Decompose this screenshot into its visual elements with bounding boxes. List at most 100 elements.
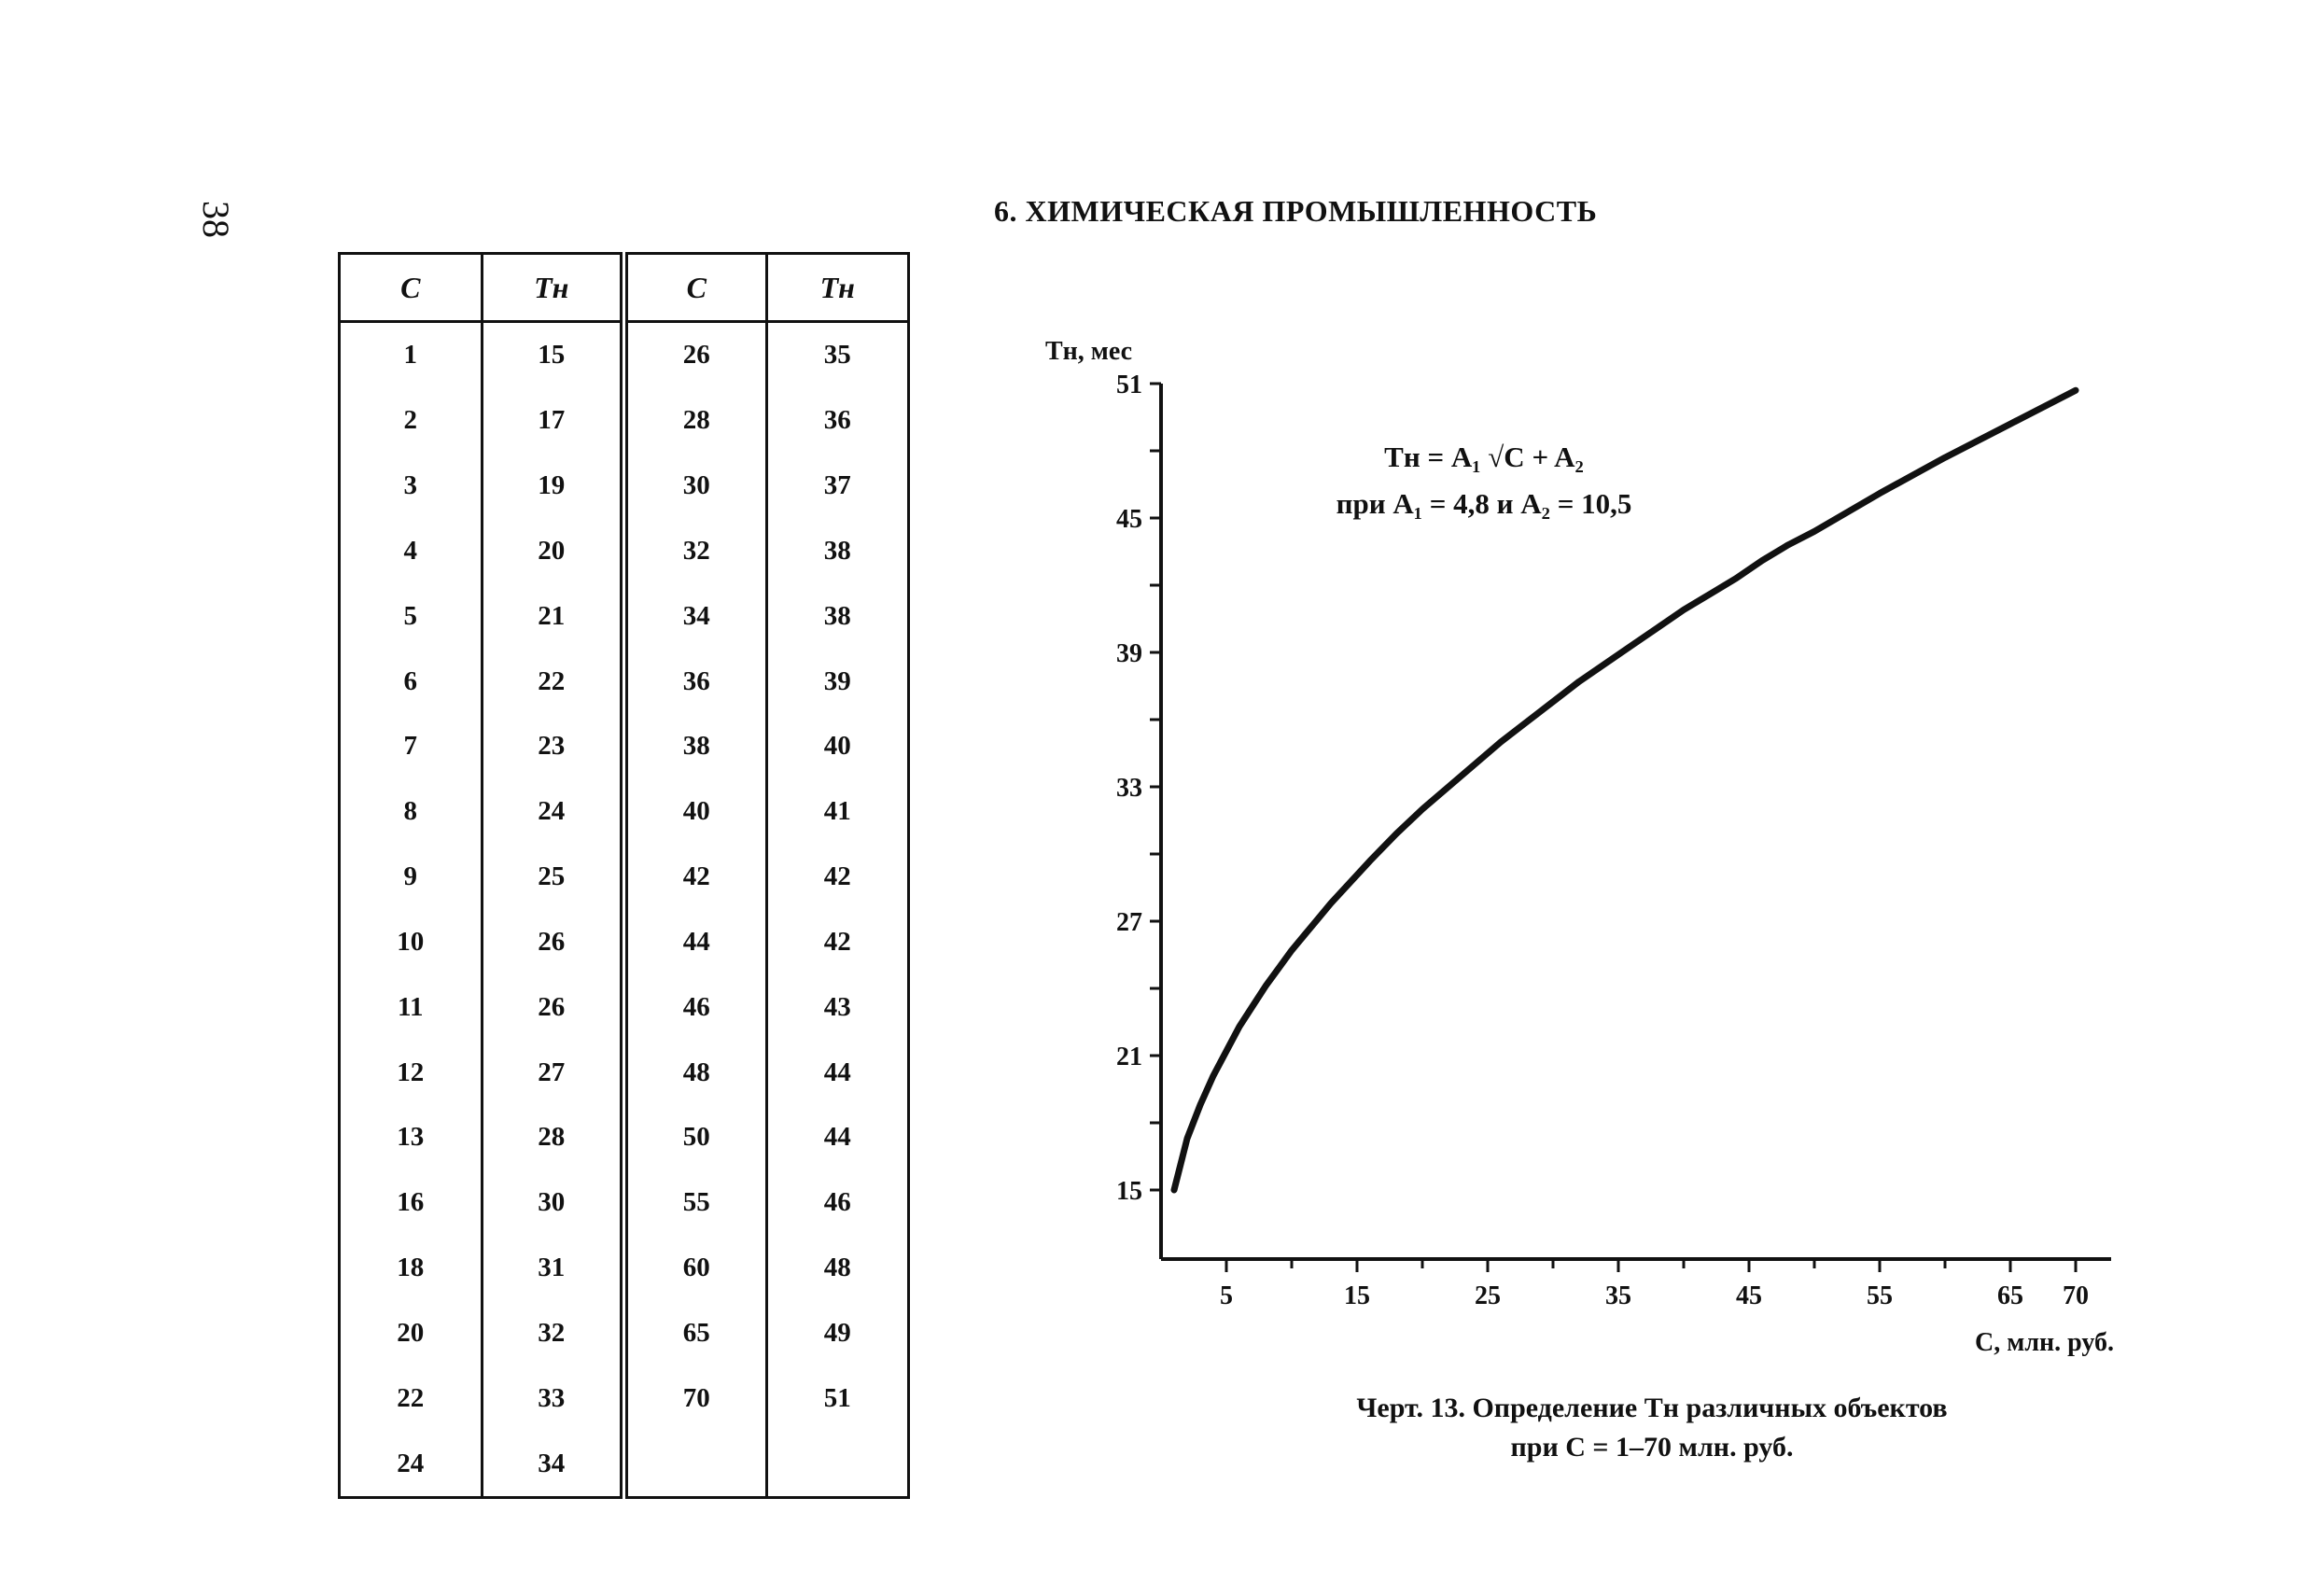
table-cell: 32	[480, 1300, 628, 1366]
table-row: 13 28 50 44	[338, 1104, 910, 1170]
table-cell: 22	[338, 1365, 483, 1432]
table-cell: 6	[338, 649, 483, 714]
table-row: 24 34	[338, 1431, 910, 1500]
table-cell: 8	[338, 778, 483, 845]
y-tick-label: 39	[1116, 639, 1142, 668]
table-row: 1 15 26 35	[338, 321, 910, 388]
table-cell: 50	[623, 1104, 768, 1170]
table-cell: 3	[338, 453, 483, 519]
caption-line-1: Черт. 13. Определение Tн различных объек…	[1356, 1393, 1948, 1423]
table-cell: 40	[623, 778, 768, 845]
table-cell: 48	[764, 1235, 910, 1301]
y-axis-label: Tн, мес	[1045, 337, 1132, 366]
table-cell: 43	[764, 974, 910, 1041]
table-cell: 38	[764, 583, 910, 650]
table-row: 6 22 36 39	[338, 649, 910, 714]
table-cell: 28	[623, 387, 768, 454]
table-cell: 30	[623, 453, 768, 519]
table-cell: 20	[480, 518, 628, 584]
table-cell: 37	[764, 453, 910, 519]
table-cell: 26	[623, 321, 768, 388]
table-row: 7 23 38 40	[338, 713, 910, 779]
table-cell: 4	[338, 518, 483, 584]
x-tick-label: 65	[1997, 1281, 2023, 1310]
y-tick-label: 33	[1116, 774, 1142, 803]
table-row: 12 27 48 44	[338, 1040, 910, 1105]
x-tick-label: 25	[1475, 1281, 1501, 1310]
formula-line-1: Tн = A₁ √C + A₂	[1384, 441, 1584, 473]
table-cell: 10	[338, 909, 483, 975]
table-cell: 11	[338, 974, 483, 1041]
table-cell: 23	[480, 713, 628, 779]
table-row: 11 26 46 43	[338, 974, 910, 1041]
table-cell: 60	[623, 1235, 768, 1301]
series-line	[1170, 386, 2079, 1194]
x-tick-label: 15	[1344, 1281, 1370, 1310]
table-cell: 40	[764, 713, 910, 779]
table-cell: 34	[623, 583, 768, 650]
y-tick-label: 15	[1116, 1177, 1142, 1206]
table-cell: 41	[764, 778, 910, 845]
chart-series	[1170, 386, 2079, 1194]
table-cell: 44	[764, 1104, 910, 1170]
table-cell: 38	[764, 518, 910, 584]
table-header-row: C Tн C Tн	[338, 252, 910, 323]
table-row: 10 26 44 42	[338, 909, 910, 975]
table-cell: 55	[623, 1169, 768, 1236]
header-tn-1: Tн	[480, 252, 628, 323]
table-cell: 21	[480, 583, 628, 650]
table-cell: 22	[480, 649, 628, 714]
table-cell: 13	[338, 1104, 483, 1170]
header-tn-2: Tн	[764, 252, 910, 323]
table-cell: 24	[480, 778, 628, 845]
y-tick-label: 21	[1116, 1043, 1142, 1071]
table-cell: 39	[764, 649, 910, 714]
x-tick-label: 45	[1736, 1281, 1762, 1310]
table-row: 20 32 65 49	[338, 1300, 910, 1366]
table-cell: 49	[764, 1300, 910, 1366]
y-tick-label: 51	[1116, 371, 1142, 399]
table-cell: 19	[480, 453, 628, 519]
table-cell: 18	[338, 1235, 483, 1301]
table-cell: 25	[480, 844, 628, 910]
table-cell: 28	[480, 1104, 628, 1170]
table-cell: 27	[480, 1040, 628, 1105]
table-cell: 38	[623, 713, 768, 779]
table-cell: 42	[764, 844, 910, 910]
table-cell: 1	[338, 321, 483, 388]
y-tick-label: 27	[1116, 908, 1142, 937]
table-row: 22 33 70 51	[338, 1365, 910, 1432]
table-cell: 26	[480, 909, 628, 975]
table-cell: 2	[338, 387, 483, 454]
table-row: 4 20 32 38	[338, 518, 910, 584]
table-row: 5 21 34 38	[338, 583, 910, 650]
x-tick-label: 5	[1220, 1281, 1233, 1310]
table-cell: 44	[764, 1040, 910, 1105]
table-cell	[623, 1431, 768, 1500]
table-cell: 51	[764, 1365, 910, 1432]
table-cell	[764, 1431, 910, 1500]
header-c-1: C	[338, 252, 483, 323]
caption-line-2: при C = 1–70 млн. руб.	[1510, 1432, 1794, 1463]
x-tick-label: 70	[2063, 1281, 2089, 1310]
table-cell: 30	[480, 1169, 628, 1236]
table-cell: 44	[623, 909, 768, 975]
table-row: 8 24 40 41	[338, 778, 910, 845]
table-cell: 46	[764, 1169, 910, 1236]
y-tick-label: 45	[1116, 505, 1142, 534]
table-cell: 34	[480, 1431, 628, 1500]
x-axis-label: C, млн. руб.	[1975, 1328, 2114, 1357]
table-row: 2 17 28 36	[338, 387, 910, 454]
table-row: 16 30 55 46	[338, 1169, 910, 1236]
table-cell: 65	[623, 1300, 768, 1366]
table-cell: 17	[480, 387, 628, 454]
chart-ticks: 5 15 25 35 45 55 65 70 15 21 27 33 39 45 51	[1116, 371, 2089, 1310]
table-cell: 32	[623, 518, 768, 584]
table-cell: 20	[338, 1300, 483, 1366]
section-title: 6. ХИМИЧЕСКАЯ ПРОМЫШЛЕННОСТЬ	[994, 194, 1598, 228]
data-table: C Tн C Tн 1 15 26 35 2 17 28 36 3 19 30 37 4 20 32 38 5 2…	[338, 252, 910, 1500]
formula: Tн = A₁ √C + A₂ при A₁ = 4,8 и A₂ = 10,5	[1288, 434, 1680, 527]
table-cell: 15	[480, 321, 628, 388]
table-cell: 42	[764, 909, 910, 975]
